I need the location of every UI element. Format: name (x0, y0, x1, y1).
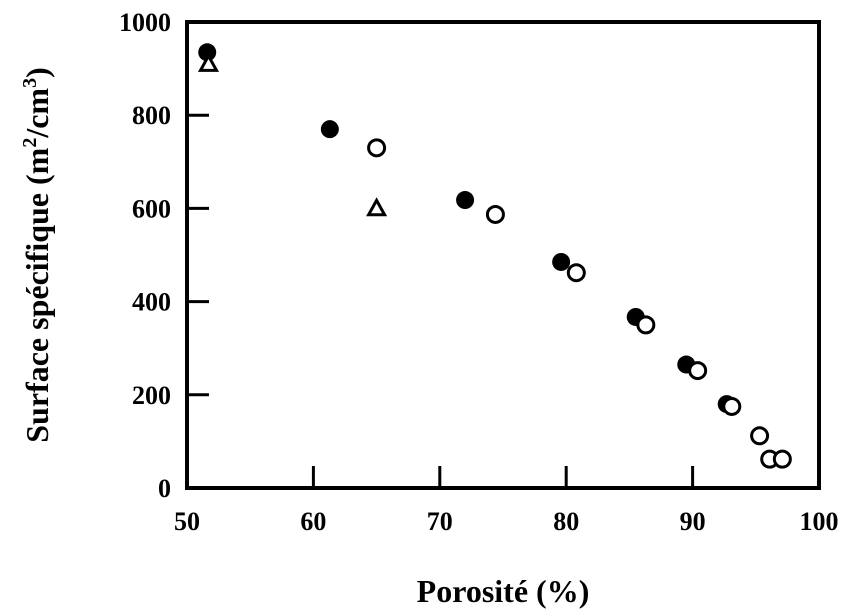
open-circle-point (367, 138, 387, 158)
y-tick-label: 0 (158, 474, 171, 503)
y-axis-title-sup2: 3 (19, 78, 41, 88)
plot-frame (185, 20, 821, 490)
open-triangle-point (197, 52, 220, 72)
y-axis-title-mid: /cm (19, 88, 55, 139)
y-tick-label: 1000 (119, 8, 171, 37)
x-tick-label: 70 (427, 507, 453, 536)
open-circle-point (772, 449, 792, 469)
filled-circle-point (456, 191, 475, 210)
open-circle-point (722, 396, 742, 416)
data-points (197, 43, 792, 469)
axis-ticks (187, 113, 695, 488)
x-tick-label: 50 (174, 507, 200, 536)
open-circle-point (750, 426, 770, 446)
open-circle-point (485, 204, 505, 224)
x-tick-label: 90 (680, 507, 706, 536)
x-tick-label: 80 (553, 507, 579, 536)
y-axis-title-end: ) (19, 67, 55, 78)
open-triangle-point (366, 197, 388, 217)
open-circle-point (566, 263, 586, 283)
y-axis-title-main: Surface spécifique (m (19, 147, 55, 442)
y-tick-label: 800 (132, 101, 171, 130)
x-tick-label: 100 (800, 507, 839, 536)
y-axis-title-sup1: 2 (19, 138, 41, 148)
filled-circle-point (198, 43, 217, 62)
x-axis-title: Porosité (%) (417, 573, 590, 609)
y-tick-label: 600 (132, 194, 171, 223)
y-tick-label: 400 (132, 288, 171, 317)
open-circle-point (636, 315, 656, 335)
open-circle-point (688, 361, 708, 381)
y-axis-title: Surface spécifique (m2/cm3) (19, 67, 55, 442)
filled-circle-point (552, 252, 571, 271)
filled-circle-point (320, 120, 339, 139)
x-tick-label: 60 (300, 507, 326, 536)
y-tick-label: 200 (132, 381, 171, 410)
